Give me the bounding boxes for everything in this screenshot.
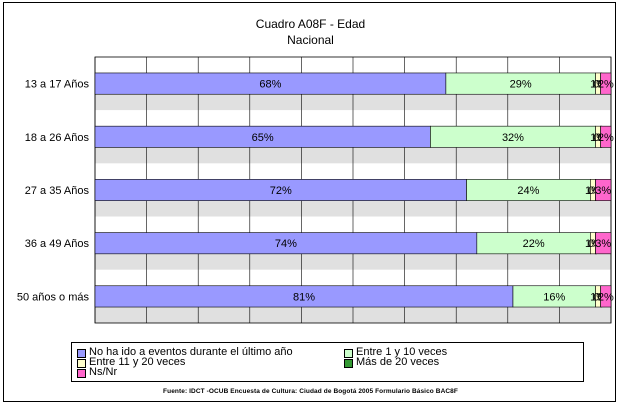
category-label: 27 a 35 Años <box>25 185 90 197</box>
legend-swatch <box>77 349 86 358</box>
data-label: 3% <box>595 185 611 197</box>
legend-swatch <box>77 359 86 368</box>
bar-segment-5 <box>600 285 612 308</box>
legend-item: Más de 20 veces <box>344 357 439 368</box>
legend-item: No ha ido a eventos durante el último añ… <box>77 347 293 358</box>
bar-segment-5 <box>595 179 612 201</box>
data-label: 2% <box>598 132 614 144</box>
source-note: Fuente: IDCT -OCUB Encuesta de Cultura: … <box>163 388 458 395</box>
data-label: 29% <box>510 79 532 91</box>
legend-label: Ns/Nr <box>89 366 118 378</box>
data-label: 81% <box>293 291 315 303</box>
legend-label: Entre 1 y 10 veces <box>356 346 448 358</box>
legend-swatch <box>344 359 353 368</box>
data-label: 68% <box>259 79 281 91</box>
legend-label: Entre 11 y 20 veces <box>89 356 186 368</box>
data-label: 16% <box>543 291 565 303</box>
legend-item: Ns/Nr <box>77 367 117 378</box>
legend-label: No ha ido a eventos durante el último añ… <box>89 346 293 358</box>
chart-title: Cuadro A08F - Edad <box>255 17 366 31</box>
data-label: 2% <box>598 79 614 91</box>
chart-subtitle: Nacional <box>287 33 334 47</box>
category-label: 36 a 49 Años <box>25 238 90 250</box>
bar-segment-5 <box>600 72 612 95</box>
legend-label: Más de 20 veces <box>356 356 440 368</box>
data-label: 72% <box>270 185 292 197</box>
data-label: 2% <box>598 291 614 303</box>
data-label: 65% <box>252 132 274 144</box>
category-label: 18 a 26 Años <box>25 132 90 144</box>
data-label: 32% <box>502 132 524 144</box>
legend-swatch <box>344 349 353 358</box>
category-label: 50 años o más <box>17 291 90 303</box>
category-label: 13 a 17 Años <box>25 79 90 91</box>
data-label: 22% <box>523 238 545 250</box>
chart-legend: No ha ido a eventos durante el último añ… <box>71 342 584 382</box>
bar-segment-5 <box>595 232 612 255</box>
bar-segment-5 <box>600 125 612 148</box>
data-label: 24% <box>517 185 539 197</box>
legend-swatch <box>77 369 86 378</box>
legend-item: Entre 1 y 10 veces <box>344 347 447 358</box>
legend-item: Entre 11 y 20 veces <box>77 357 185 368</box>
data-label: 3% <box>595 238 611 250</box>
data-label: 74% <box>275 238 297 250</box>
